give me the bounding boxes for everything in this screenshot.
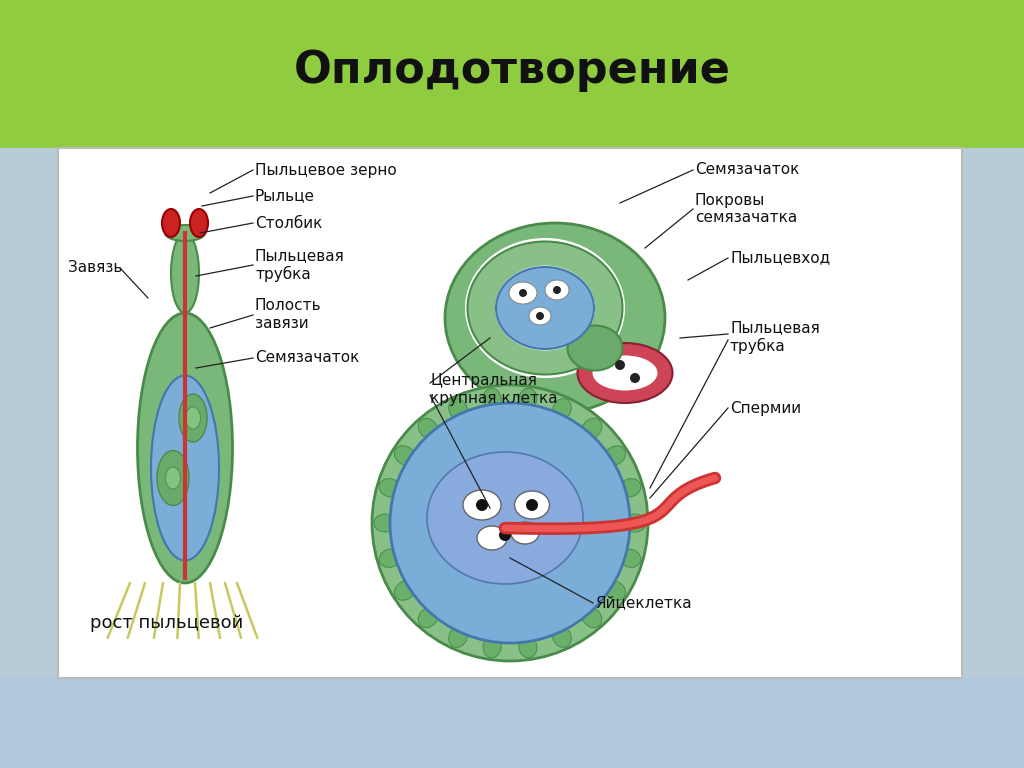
Ellipse shape xyxy=(449,399,467,420)
Ellipse shape xyxy=(137,313,232,583)
Ellipse shape xyxy=(578,343,673,403)
Ellipse shape xyxy=(394,581,416,601)
Ellipse shape xyxy=(495,266,595,350)
Ellipse shape xyxy=(553,399,571,420)
Ellipse shape xyxy=(496,267,594,349)
Ellipse shape xyxy=(151,376,219,561)
Text: Завязь: Завязь xyxy=(68,260,123,276)
Ellipse shape xyxy=(514,491,550,519)
Ellipse shape xyxy=(463,490,501,520)
Ellipse shape xyxy=(449,626,467,647)
Text: Пыльцевая: Пыльцевая xyxy=(730,320,820,336)
Ellipse shape xyxy=(511,522,539,544)
Ellipse shape xyxy=(468,241,623,375)
Text: Семязачаток: Семязачаток xyxy=(695,163,800,177)
Circle shape xyxy=(553,286,561,294)
Ellipse shape xyxy=(185,407,201,429)
Ellipse shape xyxy=(165,225,205,241)
Circle shape xyxy=(519,289,527,297)
Ellipse shape xyxy=(483,636,502,657)
Ellipse shape xyxy=(582,419,602,439)
Ellipse shape xyxy=(445,223,665,413)
Ellipse shape xyxy=(519,389,537,410)
FancyBboxPatch shape xyxy=(0,0,1024,148)
Text: Столбик: Столбик xyxy=(255,216,323,230)
Ellipse shape xyxy=(190,209,208,237)
Ellipse shape xyxy=(529,307,551,325)
Ellipse shape xyxy=(620,549,641,568)
Circle shape xyxy=(536,312,544,320)
Circle shape xyxy=(526,499,538,511)
Ellipse shape xyxy=(418,607,438,627)
Ellipse shape xyxy=(567,326,623,370)
Text: Оплодотворение: Оплодотворение xyxy=(294,48,730,91)
FancyBboxPatch shape xyxy=(58,148,962,678)
Ellipse shape xyxy=(374,514,396,532)
Text: Яйцеклетка: Яйцеклетка xyxy=(595,595,691,611)
Circle shape xyxy=(476,499,488,511)
Circle shape xyxy=(630,373,640,383)
Circle shape xyxy=(499,529,511,541)
Ellipse shape xyxy=(483,389,502,410)
FancyBboxPatch shape xyxy=(0,0,1024,168)
Text: семязачатка: семязачатка xyxy=(695,210,798,226)
Ellipse shape xyxy=(477,526,507,550)
Circle shape xyxy=(615,360,625,370)
Ellipse shape xyxy=(157,451,189,505)
Text: трубка: трубка xyxy=(730,338,785,354)
FancyBboxPatch shape xyxy=(0,168,1024,768)
Text: Пыльцевая: Пыльцевая xyxy=(255,249,345,263)
Ellipse shape xyxy=(553,626,571,647)
Text: Семязачаток: Семязачаток xyxy=(255,350,359,366)
FancyBboxPatch shape xyxy=(0,678,1024,768)
Ellipse shape xyxy=(418,419,438,439)
Ellipse shape xyxy=(620,478,641,497)
Text: завязи: завязи xyxy=(255,316,308,332)
Text: Пыльцевход: Пыльцевход xyxy=(730,250,830,266)
Ellipse shape xyxy=(379,549,401,568)
Circle shape xyxy=(390,403,630,643)
Text: Покровы: Покровы xyxy=(695,193,765,207)
Ellipse shape xyxy=(509,282,537,304)
Text: Спермии: Спермии xyxy=(730,400,801,415)
Text: Центральная: Центральная xyxy=(430,372,537,388)
Text: Пыльцевое зерно: Пыльцевое зерно xyxy=(255,163,396,177)
Ellipse shape xyxy=(162,209,180,237)
Ellipse shape xyxy=(179,394,207,442)
Ellipse shape xyxy=(394,445,416,465)
Ellipse shape xyxy=(624,514,646,532)
Ellipse shape xyxy=(379,478,401,497)
Ellipse shape xyxy=(519,636,537,657)
Ellipse shape xyxy=(171,233,199,313)
Text: крупная клетка: крупная клетка xyxy=(430,390,558,406)
Text: Рыльце: Рыльце xyxy=(255,188,315,204)
Text: рост пыльцевой: рост пыльцевой xyxy=(90,614,244,632)
Ellipse shape xyxy=(427,452,583,584)
Ellipse shape xyxy=(166,467,180,489)
FancyBboxPatch shape xyxy=(0,148,1024,678)
Ellipse shape xyxy=(605,445,626,465)
Ellipse shape xyxy=(593,356,657,390)
Ellipse shape xyxy=(465,238,625,378)
Ellipse shape xyxy=(605,581,626,601)
Circle shape xyxy=(372,385,648,661)
Ellipse shape xyxy=(582,607,602,627)
Ellipse shape xyxy=(545,280,569,300)
Text: Полость: Полость xyxy=(255,299,322,313)
FancyBboxPatch shape xyxy=(0,0,1024,148)
Text: трубка: трубка xyxy=(255,266,310,282)
